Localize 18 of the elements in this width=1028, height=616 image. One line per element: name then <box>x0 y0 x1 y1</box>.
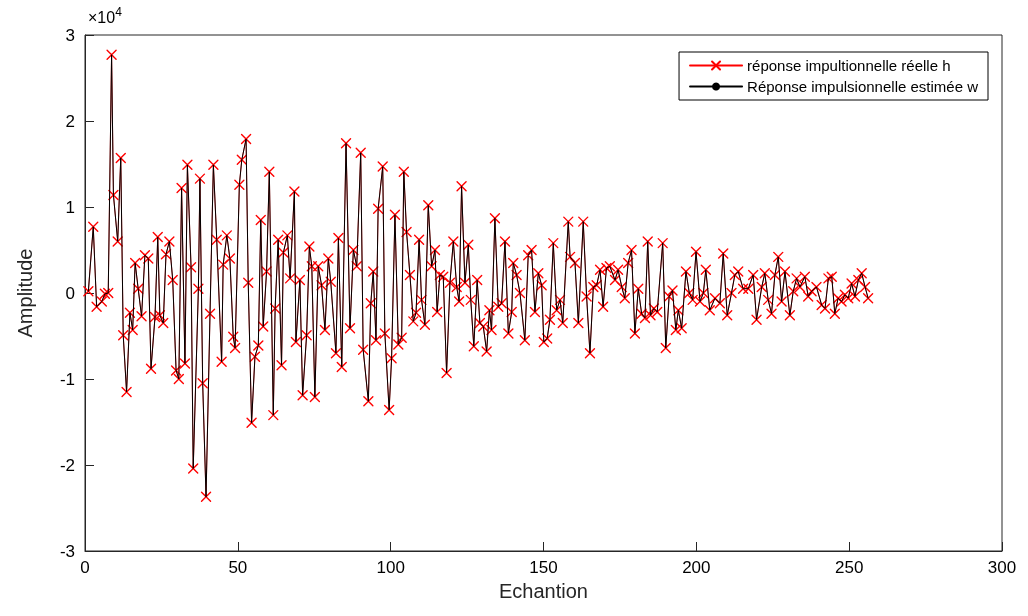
x-tick-label: 0 <box>80 558 90 577</box>
legend-label: réponse impultionnelle réelle h <box>747 57 951 74</box>
x-tick-label: 250 <box>834 558 864 577</box>
x-tick-label: 300 <box>987 558 1017 577</box>
y-tick-label: -2 <box>59 455 75 475</box>
y-tick-label: 3 <box>65 25 75 45</box>
y-tick-label: -3 <box>59 541 75 561</box>
x-axis-title: Echantion <box>499 579 588 602</box>
y-tick-label: 1 <box>65 197 75 217</box>
y-tick-label: 2 <box>65 111 75 131</box>
y-tick-label: 0 <box>65 283 75 303</box>
y-axis-title: Amplitude <box>14 248 36 338</box>
legend-label: Réponse impulsionnelle estimée w <box>747 78 979 95</box>
x-tick-label: 50 <box>228 558 248 577</box>
x-tick-label: 150 <box>529 558 558 577</box>
x-tick-label: 200 <box>682 558 711 577</box>
y-tick-label: -1 <box>59 369 75 389</box>
x-tick-label: 100 <box>376 558 405 577</box>
